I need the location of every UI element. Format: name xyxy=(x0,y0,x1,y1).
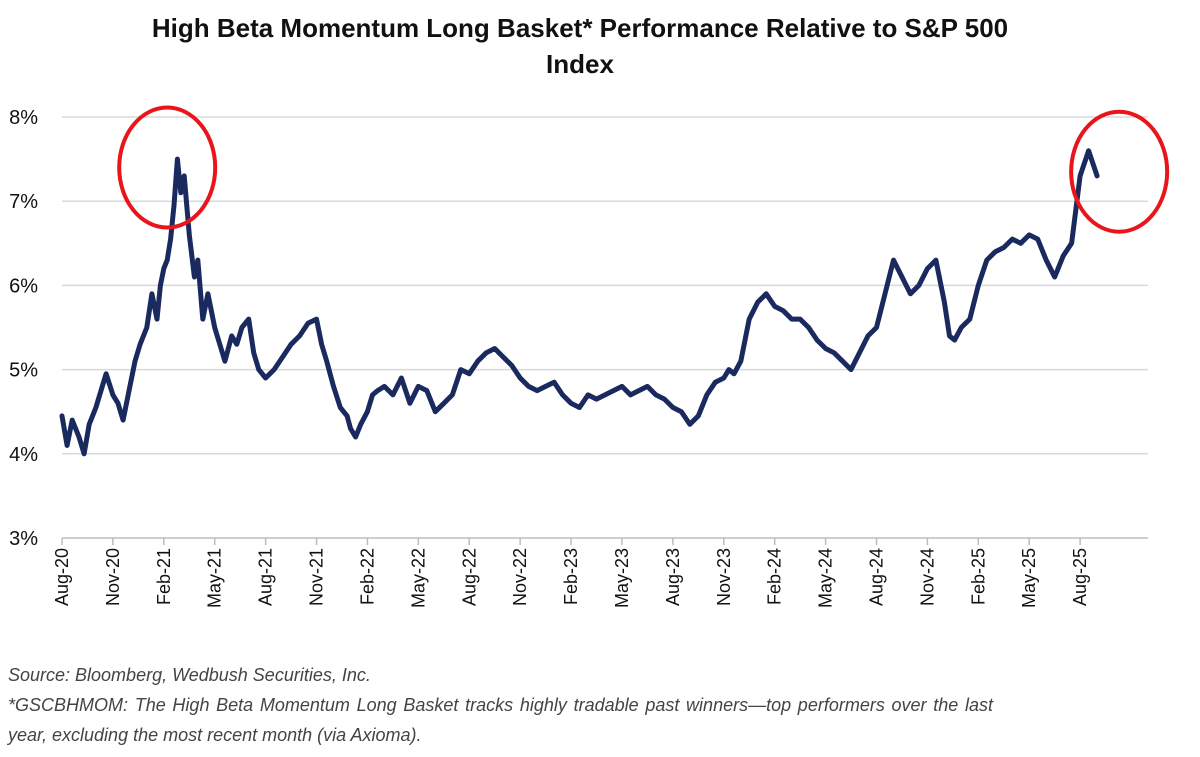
x-tick-label: Nov-23 xyxy=(714,548,734,606)
chart-title-line-1: High Beta Momentum Long Basket* Performa… xyxy=(151,13,1009,43)
line-chart: 3% 4% 5% 6% 7% 8% Aug-20 Nov-20 Feb-21 May-21 Aug-… xyxy=(9,105,1170,608)
x-tick-label: Feb-23 xyxy=(561,548,581,605)
y-tick-label: 3% xyxy=(9,528,38,550)
x-tick-label: Feb-22 xyxy=(357,548,377,605)
x-tick-label: Aug-22 xyxy=(459,548,479,606)
chart-footnotes: Source: Bloomberg, Wedbush Securities, I… xyxy=(8,660,993,750)
x-tick-label: Aug-25 xyxy=(1070,548,1090,606)
x-tick-label: May-21 xyxy=(205,548,225,608)
x-tick-label: Aug-21 xyxy=(256,548,276,606)
highlight-circle xyxy=(117,105,218,230)
y-tick-label: 4% xyxy=(9,444,38,466)
x-tick-label: Aug-23 xyxy=(663,548,683,606)
chart-title: High Beta Momentum Long Basket* Performa… xyxy=(130,10,1030,82)
x-tick-label: Aug-24 xyxy=(867,548,887,606)
source-note: Source: Bloomberg, Wedbush Securities, I… xyxy=(8,665,371,685)
y-tick-label: 7% xyxy=(9,191,38,213)
definition-note: *GSCBHMOM: The High Beta Momentum Long B… xyxy=(8,695,993,745)
x-tick-label: Feb-21 xyxy=(154,548,174,605)
x-tick-label: May-24 xyxy=(816,548,836,608)
highlight-circle xyxy=(1069,109,1170,234)
x-tick-label: May-22 xyxy=(408,548,428,608)
x-tick-label: Nov-22 xyxy=(510,548,530,606)
y-tick-label: 6% xyxy=(9,275,38,297)
x-tick-label: Nov-21 xyxy=(307,548,327,606)
y-tick-label: 5% xyxy=(9,360,38,382)
x-tick-label: Aug-20 xyxy=(52,548,72,606)
x-tick-label: May-23 xyxy=(612,548,632,608)
x-tick-label: Nov-20 xyxy=(103,548,123,606)
x-tick-label: Feb-25 xyxy=(968,548,988,605)
x-tick-label: May-25 xyxy=(1019,548,1039,608)
x-tick-label: Nov-24 xyxy=(917,548,937,606)
x-tick-label: Feb-24 xyxy=(765,548,785,605)
y-tick-label: 8% xyxy=(9,107,38,129)
series-line xyxy=(59,148,1100,457)
chart-title-line-2: Index xyxy=(546,49,614,79)
